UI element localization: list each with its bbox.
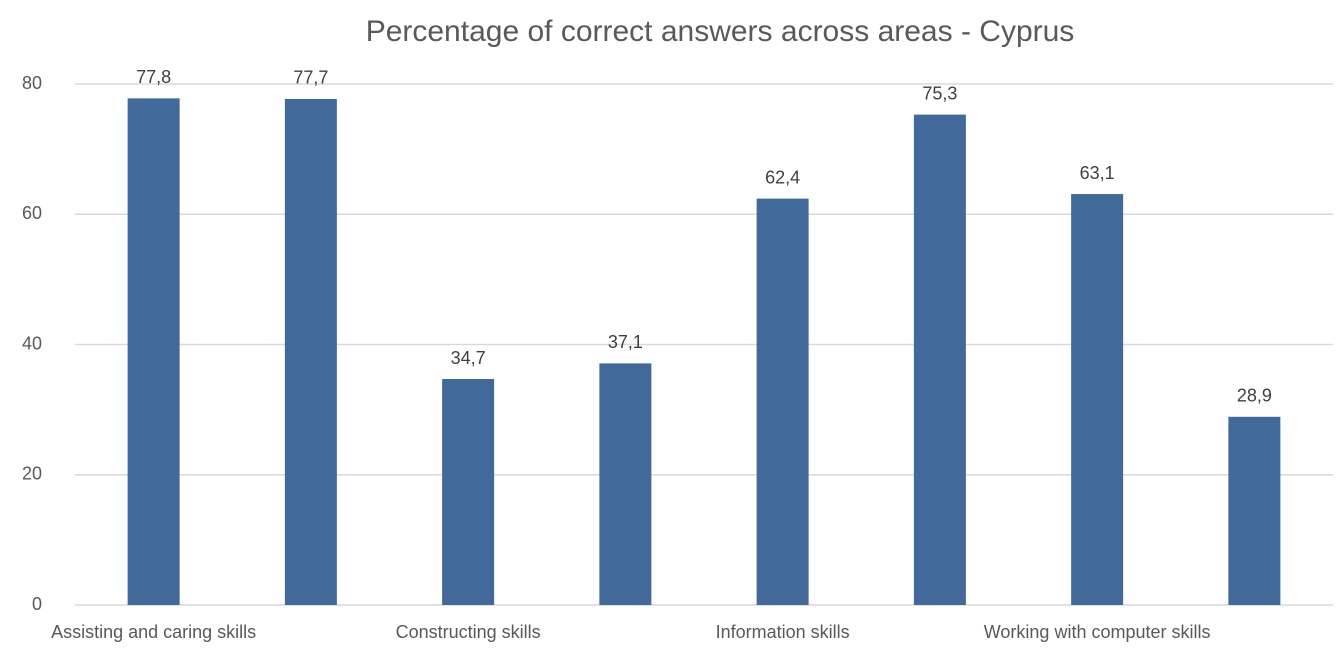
y-tick-label: 20 xyxy=(22,464,42,484)
value-label: 37,1 xyxy=(608,332,643,352)
y-tick-label: 60 xyxy=(22,203,42,223)
value-label: 34,7 xyxy=(451,348,486,368)
value-label: 77,8 xyxy=(136,67,171,87)
bar xyxy=(1071,194,1124,605)
x-tick-label: Information skills xyxy=(716,622,850,642)
x-tick-label: Assisting and caring skills xyxy=(51,622,256,642)
bar xyxy=(756,198,809,605)
y-tick-label: 0 xyxy=(32,594,42,614)
bar xyxy=(599,363,652,605)
y-tick-label: 40 xyxy=(22,333,42,353)
value-label: 62,4 xyxy=(765,167,800,187)
bar xyxy=(913,114,966,605)
bar xyxy=(127,98,180,605)
y-tick-label: 80 xyxy=(22,73,42,93)
x-tick-label: Constructing skills xyxy=(396,622,541,642)
value-label: 28,9 xyxy=(1237,386,1272,406)
value-label: 63,1 xyxy=(1080,163,1115,183)
x-tick-label: Working with computer skills xyxy=(984,622,1211,642)
bar xyxy=(284,98,337,605)
value-label: 75,3 xyxy=(922,83,957,103)
value-label: 77,7 xyxy=(293,68,328,88)
bar xyxy=(1228,416,1281,605)
chart-title: Percentage of correct answers across are… xyxy=(366,15,1075,48)
bar xyxy=(442,379,495,605)
